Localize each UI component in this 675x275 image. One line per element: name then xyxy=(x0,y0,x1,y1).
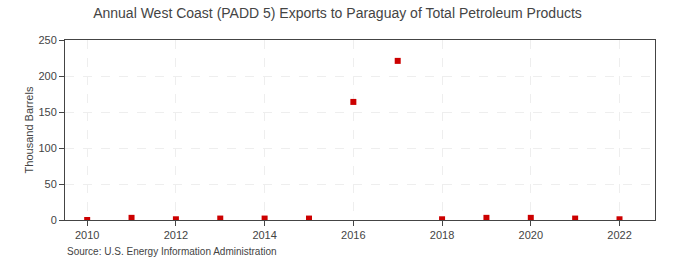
svg-text:2014: 2014 xyxy=(252,229,276,241)
svg-text:2022: 2022 xyxy=(607,229,631,241)
svg-text:Source: U.S. Energy Informatio: Source: U.S. Energy Information Administ… xyxy=(67,246,277,257)
svg-text:100: 100 xyxy=(38,142,56,154)
svg-text:2018: 2018 xyxy=(430,229,454,241)
svg-text:200: 200 xyxy=(38,70,56,82)
svg-text:Annual West Coast (PADD 5) Exp: Annual West Coast (PADD 5) Exports to Pa… xyxy=(93,5,582,21)
svg-text:0: 0 xyxy=(51,214,57,226)
svg-text:150: 150 xyxy=(38,106,56,118)
svg-text:2020: 2020 xyxy=(519,229,543,241)
svg-text:250: 250 xyxy=(38,34,56,46)
svg-text:2012: 2012 xyxy=(164,229,188,241)
svg-text:Thousand Barrels: Thousand Barrels xyxy=(23,86,35,173)
svg-text:50: 50 xyxy=(45,178,57,190)
svg-text:2010: 2010 xyxy=(75,229,99,241)
svg-text:2016: 2016 xyxy=(341,229,365,241)
